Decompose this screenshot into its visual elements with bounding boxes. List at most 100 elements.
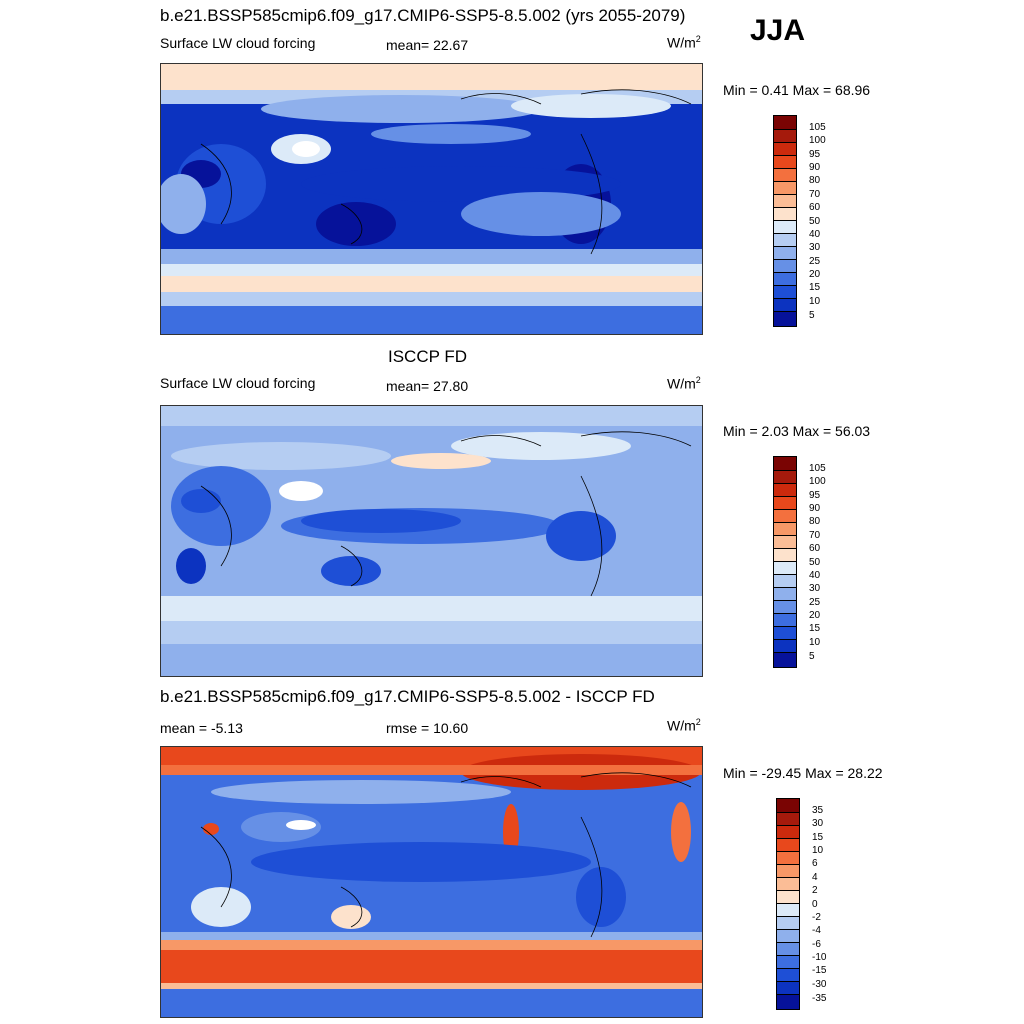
colorbar-tick: 30 <box>809 583 821 594</box>
colorbar-swatch <box>774 640 796 653</box>
colorbar-swatch <box>777 839 799 852</box>
colorbar-tick: 10 <box>809 637 821 648</box>
colorbar-swatch <box>777 930 799 943</box>
colorbar-tick: 105 <box>809 122 826 133</box>
colorbar-swatch <box>777 852 799 865</box>
panel1-map <box>160 63 703 335</box>
colorbar-swatch <box>774 601 796 614</box>
colorbar-swatch <box>777 826 799 839</box>
colorbar-swatch <box>774 273 796 286</box>
panel2-mean: mean= 27.80 <box>386 378 469 394</box>
colorbar-swatch <box>774 286 796 299</box>
colorbar-tick: 80 <box>809 175 821 186</box>
colorbar-tick: 70 <box>809 189 821 200</box>
panel3-colorbar <box>776 798 800 1010</box>
panel2-units: W/m2 <box>667 375 701 392</box>
colorbar-tick: 30 <box>812 818 824 829</box>
colorbar-tick: 25 <box>809 597 821 608</box>
panel3-title: b.e21.BSSP585cmip6.f09_g17.CMIP6-SSP5-8.… <box>160 687 655 706</box>
colorbar-swatch <box>777 799 799 813</box>
colorbar-swatch <box>777 995 799 1009</box>
colorbar-swatch <box>774 484 796 497</box>
panel1-minmax: Min = 0.41 Max = 68.96 <box>723 82 871 98</box>
panel1-field-label: Surface LW cloud forcing <box>160 35 316 51</box>
colorbar-swatch <box>774 471 796 484</box>
colorbar-swatch <box>774 588 796 601</box>
colorbar-tick: 80 <box>809 516 821 527</box>
colorbar-swatch <box>774 299 796 312</box>
colorbar-tick: -10 <box>812 952 827 963</box>
colorbar-swatch <box>774 457 796 471</box>
panel1-mean: mean= 22.67 <box>386 37 469 53</box>
colorbar-tick: 20 <box>809 610 821 621</box>
colorbar-tick: 15 <box>809 623 821 634</box>
colorbar-swatch <box>774 234 796 247</box>
colorbar-swatch <box>774 614 796 627</box>
colorbar-swatch <box>774 497 796 510</box>
colorbar-swatch <box>777 956 799 969</box>
panel3-mean: mean = -5.13 <box>160 720 243 736</box>
colorbar-tick: 50 <box>809 557 821 568</box>
colorbar-swatch <box>777 891 799 904</box>
colorbar-tick: -4 <box>812 925 821 936</box>
colorbar-swatch <box>774 130 796 143</box>
panel2-field-label: Surface LW cloud forcing <box>160 375 316 391</box>
colorbar-swatch <box>774 312 796 326</box>
colorbar-swatch <box>777 865 799 878</box>
colorbar-tick: 15 <box>809 282 821 293</box>
colorbar-tick: 15 <box>812 832 824 843</box>
colorbar-tick: 4 <box>812 872 818 883</box>
colorbar-swatch <box>774 536 796 549</box>
panel2-colorbar <box>773 456 797 668</box>
colorbar-tick: 50 <box>809 216 821 227</box>
colorbar-swatch <box>774 575 796 588</box>
colorbar-swatch <box>774 116 796 130</box>
colorbar-tick: 60 <box>809 202 821 213</box>
colorbar-swatch <box>777 943 799 956</box>
colorbar-tick: 10 <box>809 296 821 307</box>
colorbar-swatch <box>777 917 799 930</box>
colorbar-swatch <box>774 562 796 575</box>
panel1-units: W/m2 <box>667 34 701 51</box>
colorbar-swatch <box>777 904 799 917</box>
colorbar-tick: 100 <box>809 135 826 146</box>
colorbar-swatch <box>774 627 796 640</box>
colorbar-tick: 40 <box>809 570 821 581</box>
colorbar-tick: 95 <box>809 490 821 501</box>
colorbar-tick: -6 <box>812 939 821 950</box>
colorbar-tick: -2 <box>812 912 821 923</box>
colorbar-tick: -15 <box>812 965 827 976</box>
panel2-title: ISCCP FD <box>388 347 468 366</box>
season-label: JJA <box>750 14 806 47</box>
panel3-units: W/m2 <box>667 717 701 734</box>
panel3-minmax: Min = -29.45 Max = 28.22 <box>723 765 883 781</box>
colorbar-swatch <box>777 969 799 982</box>
panel2-map <box>160 405 703 677</box>
panel3-rmse: rmse = 10.60 <box>386 720 469 736</box>
panel2-minmax: Min = 2.03 Max = 56.03 <box>723 423 871 439</box>
colorbar-swatch <box>774 221 796 234</box>
colorbar-tick: 105 <box>809 463 826 474</box>
colorbar-tick: 10 <box>812 845 824 856</box>
colorbar-tick: 0 <box>812 899 818 910</box>
colorbar-tick: 90 <box>809 503 821 514</box>
colorbar-swatch <box>774 260 796 273</box>
colorbar-tick: 60 <box>809 543 821 554</box>
colorbar-tick: -30 <box>812 979 827 990</box>
colorbar-tick: 70 <box>809 530 821 541</box>
panel1-colorbar <box>773 115 797 327</box>
colorbar-tick: 2 <box>812 885 818 896</box>
colorbar-swatch <box>774 510 796 523</box>
colorbar-swatch <box>774 169 796 182</box>
colorbar-swatch <box>777 982 799 995</box>
colorbar-tick: 30 <box>809 242 821 253</box>
colorbar-swatch <box>777 878 799 891</box>
colorbar-tick: 25 <box>809 256 821 267</box>
colorbar-swatch <box>774 156 796 169</box>
colorbar-tick: 20 <box>809 269 821 280</box>
colorbar-tick: 100 <box>809 476 826 487</box>
panel3-map <box>160 746 703 1018</box>
colorbar-tick: 40 <box>809 229 821 240</box>
colorbar-tick: 90 <box>809 162 821 173</box>
colorbar-tick: 5 <box>809 310 815 321</box>
